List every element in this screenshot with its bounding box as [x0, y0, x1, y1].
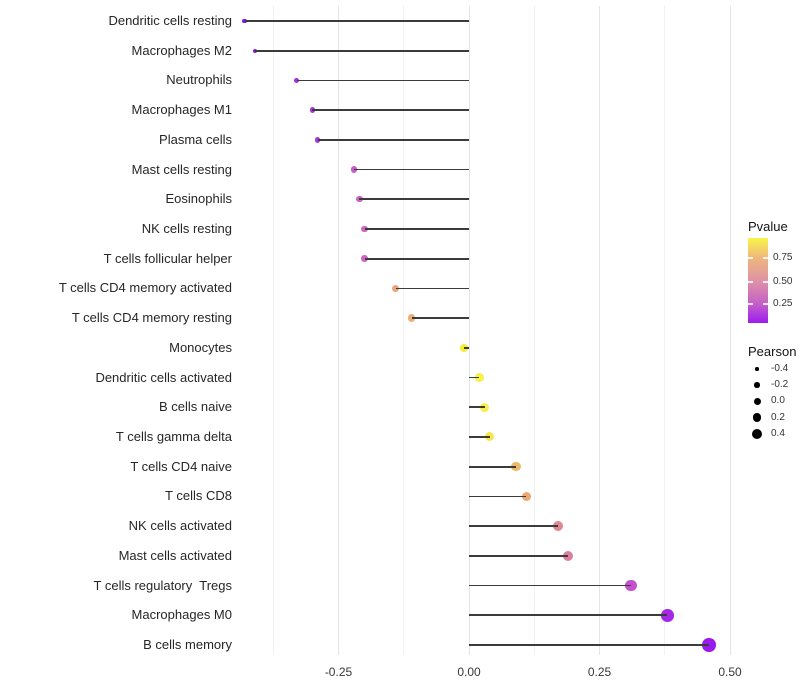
category-label: T cells CD4 naive	[130, 458, 232, 474]
pearson-key-label: -0.4	[771, 363, 789, 374]
lollipop-stem	[469, 436, 490, 438]
pearson-key-label: 0.4	[771, 427, 785, 439]
category-label: Neutrophils	[166, 72, 232, 88]
major-gridline	[599, 6, 600, 655]
lollipop-stem	[244, 20, 469, 22]
x-tick-label: 0.00	[457, 665, 481, 679]
category-label: B cells naive	[159, 399, 232, 415]
lollipop-stem	[364, 228, 469, 230]
category-label: B cells memory	[143, 636, 232, 652]
colorbar-tick	[748, 257, 753, 259]
lollipop-stem	[354, 168, 469, 171]
colorbar-tick	[763, 281, 768, 283]
lollipop-stem	[469, 495, 527, 498]
category-label: NK cells resting	[141, 220, 232, 236]
lollipop-stem	[296, 79, 469, 82]
lollipop-stem	[411, 317, 469, 319]
category-label: Dendritic cells resting	[108, 13, 232, 28]
lollipop-dot	[294, 77, 300, 83]
category-label: T cells follicular helper	[103, 250, 232, 266]
category-label: NK cells activated	[128, 518, 232, 534]
colorbar-tick	[763, 257, 768, 259]
category-label: Macrophages M0	[131, 607, 232, 623]
pearson-key-dot	[752, 413, 762, 422]
lollipop-stem	[469, 644, 710, 646]
category-label: T cells CD4 memory activated	[58, 280, 232, 296]
pearson-key-label: 0.0	[771, 395, 785, 407]
pearson-key-dot	[752, 428, 762, 439]
lollipop-dot	[252, 48, 258, 53]
pearson-legend-title: Pearson	[748, 344, 797, 359]
lollipop-stem	[359, 198, 469, 201]
lollipop-dot	[562, 550, 574, 562]
lollipop-stem	[469, 406, 485, 409]
colorbar-tick	[748, 281, 753, 283]
lollipop-dot	[521, 491, 532, 502]
pearson-key-label: -0.2	[771, 379, 789, 391]
x-tick-label: 0.25	[587, 665, 612, 679]
lollipop-stem	[463, 347, 469, 349]
pvalue-legend-title: Pvalue	[748, 219, 788, 234]
lollipop-stem	[469, 525, 558, 527]
lollipop-dot	[356, 196, 363, 203]
category-label: Macrophages M2	[131, 42, 232, 58]
lollipop-stem	[364, 257, 469, 260]
major-gridline	[338, 6, 339, 655]
pvalue-tick-label: 0.50	[773, 276, 793, 288]
lollipop-stem	[254, 49, 469, 52]
minor-gridline	[272, 6, 274, 655]
pvalue-tick-label: 0.75	[773, 251, 793, 263]
lollipop-stem	[317, 139, 469, 141]
lollipop-stem	[469, 376, 480, 379]
category-label: T cells gamma delta	[115, 428, 232, 444]
category-label: Macrophages M1	[131, 102, 232, 118]
colorbar-tick	[748, 303, 753, 305]
x-tick-label: 0.50	[718, 665, 742, 679]
pearson-key-dot	[753, 397, 761, 405]
minor-gridline	[533, 6, 535, 655]
lollipop-dot	[485, 432, 495, 442]
pearson-key-label: 0.2	[771, 411, 785, 423]
minor-gridline	[664, 6, 666, 655]
major-gridline	[729, 6, 731, 655]
category-label: T cells regulatory Tregs	[93, 577, 232, 593]
category-label: Mast cells resting	[131, 161, 232, 177]
lollipop-dot	[351, 166, 358, 173]
category-label: Dendritic cells activated	[95, 369, 232, 385]
lollipop-dot	[511, 461, 521, 472]
category-label: T cells CD8	[165, 488, 232, 504]
lollipop-stem	[395, 287, 469, 290]
category-label: T cells CD4 memory resting	[71, 310, 232, 326]
lollipop-stem	[469, 555, 569, 557]
category-label: Eosinophils	[165, 191, 233, 207]
category-label: Monocytes	[169, 339, 232, 355]
major-gridline	[468, 6, 470, 655]
lollipop-stem	[312, 109, 469, 111]
category-label: Plasma cells	[159, 131, 232, 147]
minor-gridline	[403, 6, 405, 655]
x-tick-label: -0.25	[324, 665, 353, 679]
lollipop-stem	[469, 584, 631, 587]
category-label: Mast cells activated	[118, 547, 232, 563]
colorbar-tick	[763, 303, 768, 305]
pvalue-colorbar	[748, 238, 768, 323]
pearson-key-dot	[754, 382, 760, 388]
pearson-key-dot	[755, 367, 759, 371]
lollipop-stem	[469, 465, 516, 468]
pvalue-tick-label: 0.25	[773, 297, 793, 309]
lollipop-stem	[469, 614, 668, 617]
